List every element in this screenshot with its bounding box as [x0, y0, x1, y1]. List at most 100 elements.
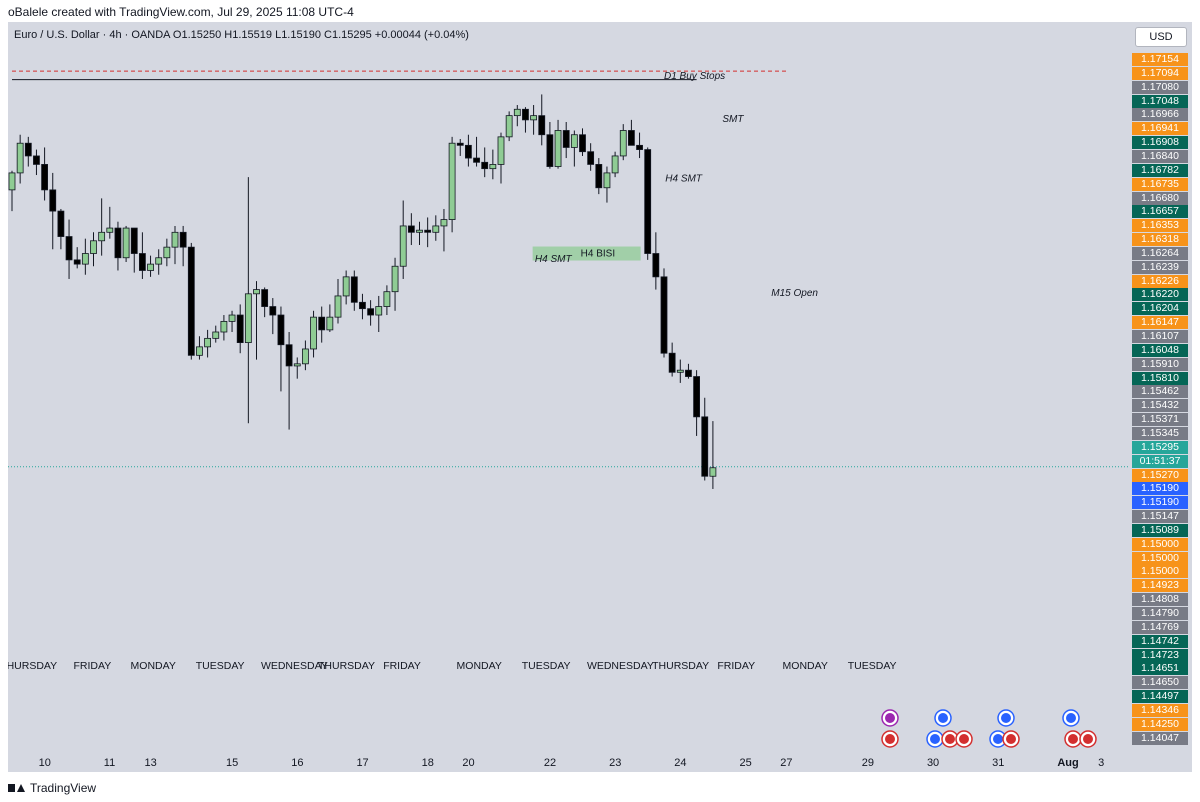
economic-event-icon[interactable]	[926, 730, 944, 748]
candle-body	[391, 265, 399, 293]
price-tag: 1.15810	[1132, 371, 1188, 385]
chart-annotation-label: H4 SMT	[665, 173, 703, 184]
candle-body	[579, 134, 586, 153]
candle-body	[399, 225, 407, 267]
price-tag: 1.15910	[1132, 357, 1188, 371]
price-tag: 1.14497	[1132, 690, 1188, 704]
bottom-divider	[0, 772, 1200, 774]
candle-body	[293, 363, 301, 367]
currency-button[interactable]: USD	[1135, 27, 1187, 47]
candle-body	[90, 240, 97, 254]
price-tag: 1.16226	[1132, 274, 1188, 288]
candle-body	[628, 130, 635, 146]
candle-body	[33, 155, 40, 165]
tradingview-logo-icon	[8, 782, 26, 794]
candle-body	[407, 225, 415, 233]
price-tag: 1.16735	[1132, 177, 1188, 191]
candle-body	[513, 108, 521, 117]
economic-event-icon[interactable]	[1062, 709, 1080, 727]
candlestick-chart[interactable]: D1 Buy Stops H4 SMT SMT H4 SMT H4 BISI M15 Op…	[8, 22, 1130, 772]
x-axis-date-label: 11	[104, 757, 115, 769]
candle-body	[171, 231, 179, 248]
candle-body	[359, 301, 366, 310]
x-axis-date-label: 13	[145, 757, 157, 769]
price-tag: 1.16680	[1132, 191, 1188, 205]
candle-body	[41, 164, 48, 191]
chart-annotation-label: H4 SMT	[535, 254, 573, 265]
x-axis-date-label: 18	[422, 757, 434, 769]
candle-body	[147, 263, 154, 271]
price-tag: 1.16239	[1132, 260, 1188, 274]
price-tag: 1.16908	[1132, 136, 1188, 150]
price-tag: 1.17048	[1132, 94, 1188, 108]
attribution-bar: oBalele created with TradingView.com, Ju…	[0, 0, 1200, 22]
candle-body	[155, 257, 163, 265]
x-axis-date-label: 3	[1098, 757, 1104, 769]
candle-body	[587, 151, 595, 165]
price-tag: 1.16840	[1132, 149, 1188, 163]
candle-body	[81, 253, 89, 265]
chart-annotation-label: M15 Open	[771, 288, 818, 299]
candle-body	[350, 276, 358, 303]
economic-event-icon[interactable]	[955, 730, 973, 748]
price-tag: 1.15190	[1132, 496, 1188, 510]
candle-body	[187, 246, 195, 356]
price-tag: 1.16318	[1132, 233, 1188, 247]
price-tag: 1.14923	[1132, 579, 1188, 593]
price-tag: 1.16048	[1132, 343, 1188, 357]
price-tag: 1.14651	[1132, 662, 1188, 676]
price-tag: 1.16107	[1132, 330, 1188, 343]
economic-event-icon[interactable]	[881, 730, 899, 748]
candle-body	[685, 369, 692, 377]
x-axis-date-label: 31	[992, 757, 1004, 769]
chart-pane[interactable]: D1 Buy Stops H4 SMT SMT H4 SMT H4 BISI M15 Op…	[8, 22, 1130, 772]
price-tag: 1.15147	[1132, 510, 1188, 524]
economic-event-icon[interactable]	[1002, 730, 1020, 748]
candle-body	[668, 352, 676, 373]
price-tag: 1.15270	[1132, 468, 1188, 482]
x-axis-weekday-label: WEDNESDAY	[261, 660, 328, 672]
symbol-legend: Euro / U.S. Dollar · 4h · OANDA O1.15250…	[14, 29, 469, 41]
candle-body	[595, 164, 603, 189]
footer-brand[interactable]: TradingView	[8, 781, 96, 795]
footer-brand-text: TradingView	[30, 781, 97, 795]
price-tag: 1.14047	[1132, 731, 1188, 745]
economic-event-icon[interactable]	[989, 730, 1007, 748]
candle-body	[269, 306, 277, 316]
candle-body	[196, 346, 203, 356]
economic-event-icon[interactable]	[934, 709, 952, 727]
economic-event-icon[interactable]	[881, 709, 899, 727]
candle-body	[652, 253, 660, 278]
price-tag: 01:51:37	[1132, 454, 1188, 468]
chart-annotation-label: SMT	[722, 114, 744, 125]
candle-body	[701, 416, 709, 477]
candle-body	[16, 142, 24, 174]
x-axis-date-label: 30	[927, 757, 939, 769]
price-tag: 1.17080	[1132, 80, 1188, 94]
candle-body	[326, 316, 334, 331]
economic-event-icon[interactable]	[997, 709, 1015, 727]
candle-body	[456, 142, 464, 146]
price-tag: 1.15190	[1132, 482, 1188, 496]
candle-body	[318, 316, 326, 331]
price-axis[interactable]: USD 1.17154 1.17094 1.17080 1.17048 1.16966 1…	[1130, 22, 1192, 772]
x-axis-weekday-label: THURSDAY	[8, 660, 57, 672]
candle-body	[367, 308, 375, 316]
candle-body	[644, 149, 652, 254]
price-tag: 1.15462	[1132, 385, 1188, 399]
candle-body	[138, 253, 146, 271]
x-axis-weekday-label: FRIDAY	[717, 660, 755, 672]
economic-event-icon[interactable]	[1064, 730, 1082, 748]
candle-body	[334, 295, 342, 318]
chart-annotation-label: D1 Buy Stops	[664, 71, 725, 82]
price-tag: 1.16220	[1132, 288, 1188, 302]
price-tag: 1.14650	[1132, 676, 1188, 690]
candle-body	[204, 337, 212, 348]
candle-body	[473, 157, 480, 163]
candle-body	[122, 227, 130, 259]
x-axis-date-label: 27	[780, 757, 792, 769]
price-tag: 1.14346	[1132, 703, 1188, 717]
candle-body	[554, 130, 562, 167]
economic-event-icon[interactable]	[1079, 730, 1097, 748]
candle-body	[570, 134, 578, 148]
